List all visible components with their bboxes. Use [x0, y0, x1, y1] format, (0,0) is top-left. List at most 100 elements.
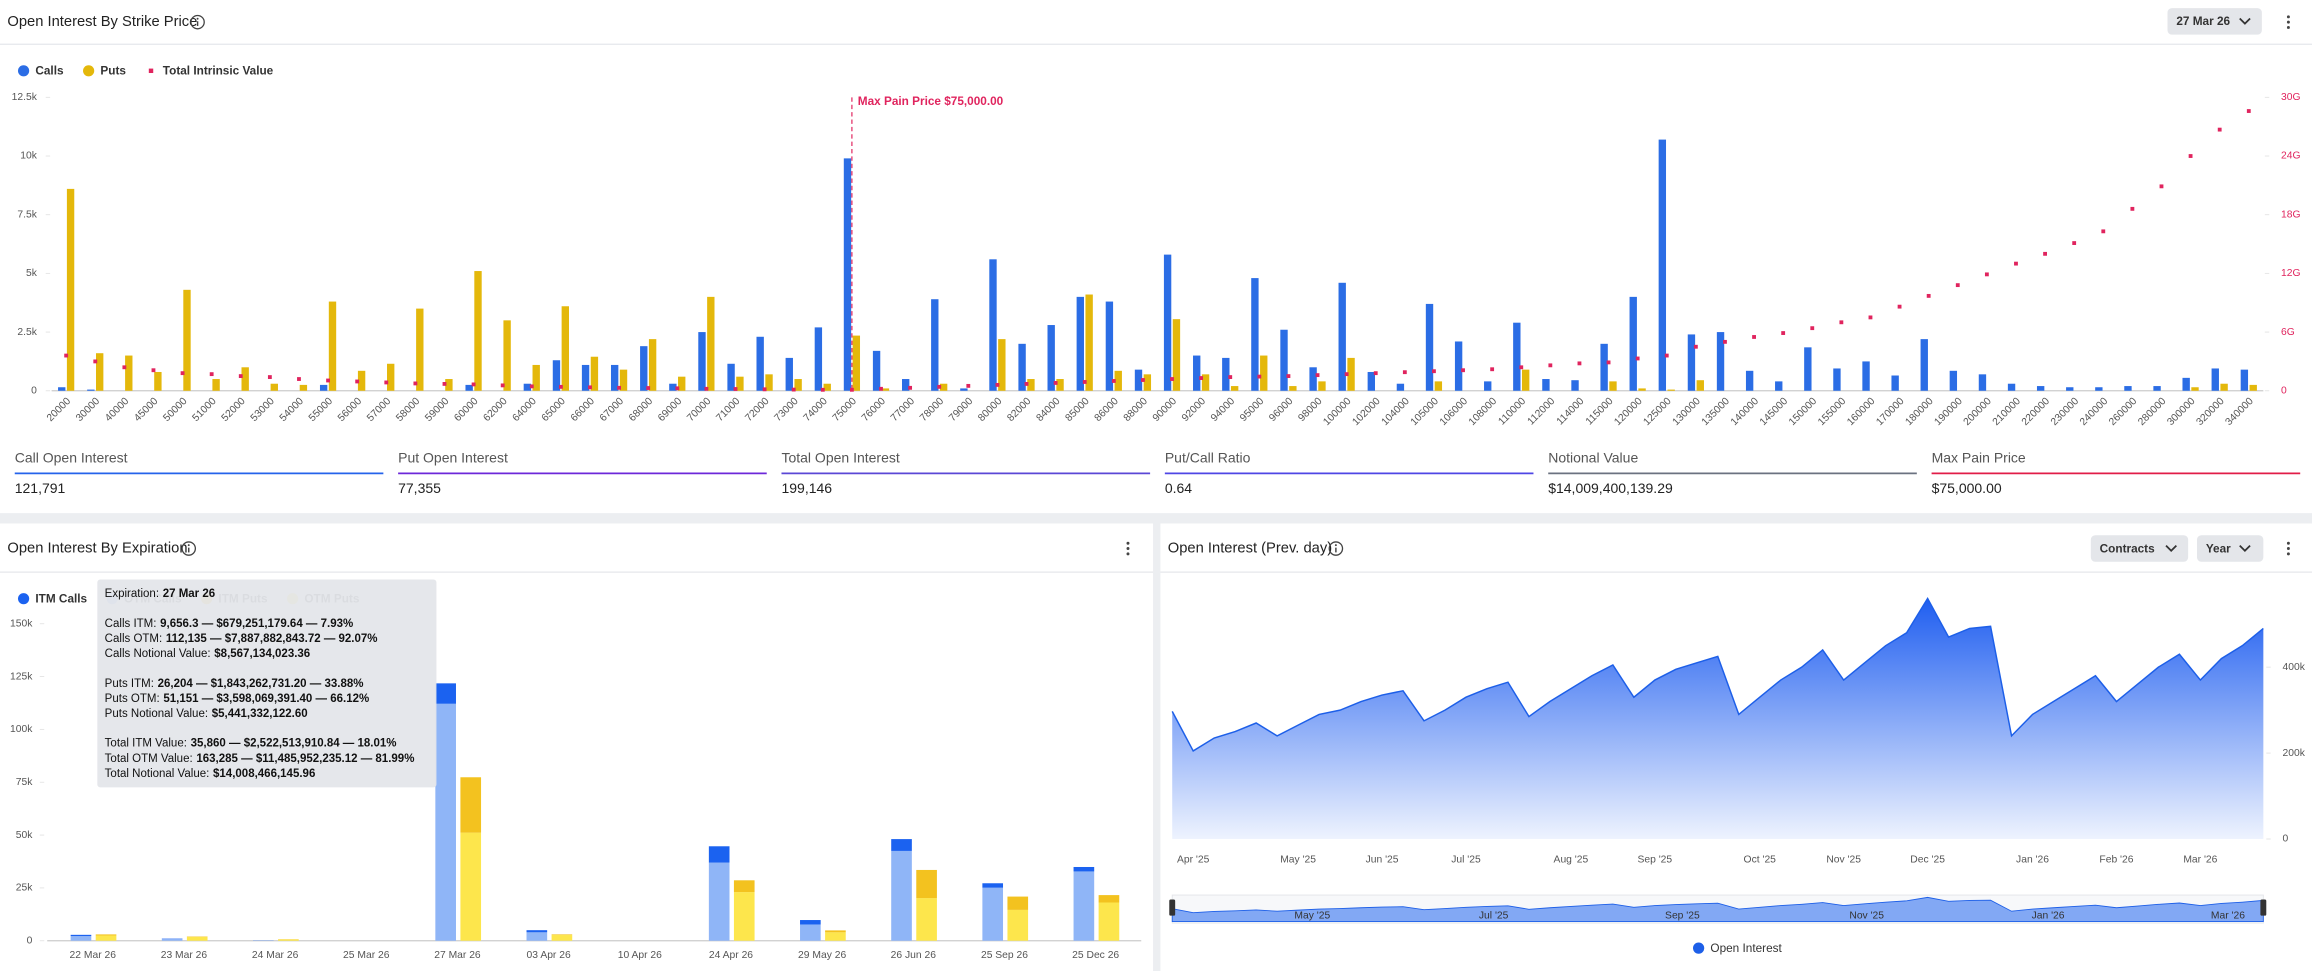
intrinsic-point [937, 384, 942, 389]
bar [1280, 329, 1288, 391]
x-tick-label: Nov '25 [1826, 854, 1861, 865]
intrinsic-point [1897, 304, 1902, 309]
expiry-dropdown[interactable]: 27 Mar 26 [2167, 8, 2262, 35]
navigator-area [1171, 896, 2264, 923]
area-fill [1172, 598, 2264, 840]
bar [2036, 386, 2045, 391]
bar [445, 379, 453, 391]
intrinsic-point [1402, 370, 1407, 375]
dropdown-label: 27 Mar 26 [2176, 15, 2230, 28]
bar [2240, 369, 2249, 391]
intrinsic-point [1577, 361, 1582, 366]
bar [989, 259, 997, 391]
x-tick-label: 10 Apr 26 [618, 950, 662, 961]
intrinsic-point [64, 353, 69, 358]
tooltip-label: Puts Notional Value: [105, 708, 208, 720]
tooltip-label: Total OTM Value: [105, 753, 193, 765]
stacked-bar [70, 936, 92, 941]
navigator-handle[interactable] [1169, 899, 1176, 916]
panel-title: Open Interest By Strike Price [7, 14, 197, 30]
intrinsic-point [1664, 353, 1669, 358]
bar [1629, 296, 1637, 391]
stacked-bar [186, 936, 208, 941]
x-tick-label: Jun '25 [1366, 854, 1399, 865]
intrinsic-point [879, 386, 883, 391]
tooltip-line: Total Notional Value: $14,008,466,145.96 [105, 768, 316, 780]
legend-label: Calls [35, 65, 64, 78]
tooltip-value: 9,656.3 — $679,251,179.64 — 7.93% [160, 618, 353, 630]
bar [1425, 303, 1434, 391]
bar [2211, 368, 2219, 391]
legend-marker [1693, 942, 1705, 954]
bar [581, 364, 590, 391]
tooltip-label: Calls ITM: [105, 618, 157, 630]
bar [1201, 374, 1210, 391]
navigator-handle[interactable] [2260, 899, 2267, 916]
intrinsic-point [1955, 283, 1960, 288]
range-dropdown[interactable]: Year [2196, 535, 2264, 562]
menu-button[interactable] [1126, 541, 1130, 556]
bar [2249, 384, 2257, 391]
legend-marker [17, 65, 30, 77]
info-icon[interactable] [190, 14, 205, 30]
bar [1513, 322, 1521, 391]
bar [1309, 367, 1317, 391]
bar [1027, 379, 1035, 391]
bar [1318, 381, 1326, 391]
stacked-bar [551, 935, 573, 941]
intrinsic-point [617, 385, 622, 390]
x-tick-label: May '25 [1280, 854, 1316, 865]
tooltip-label: Calls OTM: [105, 633, 163, 645]
panel-strike [0, 0, 2312, 514]
tooltip-label: Expiration: [105, 588, 159, 600]
menu-button[interactable] [2286, 15, 2290, 29]
intrinsic-point [93, 359, 98, 364]
intrinsic-point [1781, 331, 1786, 335]
bar [561, 306, 569, 391]
bar [640, 346, 648, 391]
x-tick-label: Mar '26 [2183, 854, 2217, 865]
intrinsic-point [1315, 373, 1320, 378]
panel-title: Open Interest By Expiration [7, 540, 187, 556]
tooltip-label: Total ITM Value: [105, 738, 187, 750]
intrinsic-point [849, 387, 854, 392]
navigator-label: Jul '25 [1479, 910, 1509, 921]
bar [1696, 380, 1704, 391]
stacked-bar [916, 898, 937, 941]
stat-label: Put Open Interest [398, 449, 508, 465]
bar [1571, 380, 1579, 391]
intrinsic-point [2246, 109, 2251, 113]
bar [1085, 294, 1093, 391]
bar [619, 369, 628, 391]
bar [1454, 341, 1463, 391]
bar [2220, 383, 2228, 391]
unit-dropdown[interactable]: Contracts [2090, 535, 2189, 562]
bar [2191, 387, 2199, 391]
info-icon[interactable] [1328, 541, 1344, 556]
intrinsic-point [704, 386, 709, 391]
bar [727, 363, 735, 391]
tooltip-label: Puts OTM: [105, 693, 160, 705]
y-tick-label: 10k [20, 151, 37, 162]
stat-value: 0.64 [1165, 480, 1192, 496]
stat-value: $14,009,400,139.29 [1548, 480, 1673, 496]
intrinsic-point [1984, 272, 1989, 277]
bar [1949, 370, 1958, 391]
stat-value: 199,146 [781, 480, 832, 496]
bar [931, 299, 939, 391]
info-icon[interactable] [181, 541, 197, 556]
bar [66, 188, 75, 391]
stacked-bar [733, 880, 755, 893]
y2-tick-label: 6G [2281, 327, 2295, 338]
y-tick-label: 200k [2283, 748, 2306, 759]
navigator-label: Nov '25 [1849, 910, 1884, 921]
stacked-bar [70, 934, 92, 937]
y2-tick-label: 30G [2281, 92, 2300, 103]
x-tick-label: 03 Apr 26 [527, 950, 571, 961]
stat-label: Max Pain Price [1932, 449, 2026, 465]
bar [241, 367, 249, 391]
menu-button[interactable] [2286, 541, 2290, 556]
bar [960, 388, 968, 391]
intrinsic-point [1432, 369, 1436, 374]
intrinsic-point [326, 378, 330, 383]
